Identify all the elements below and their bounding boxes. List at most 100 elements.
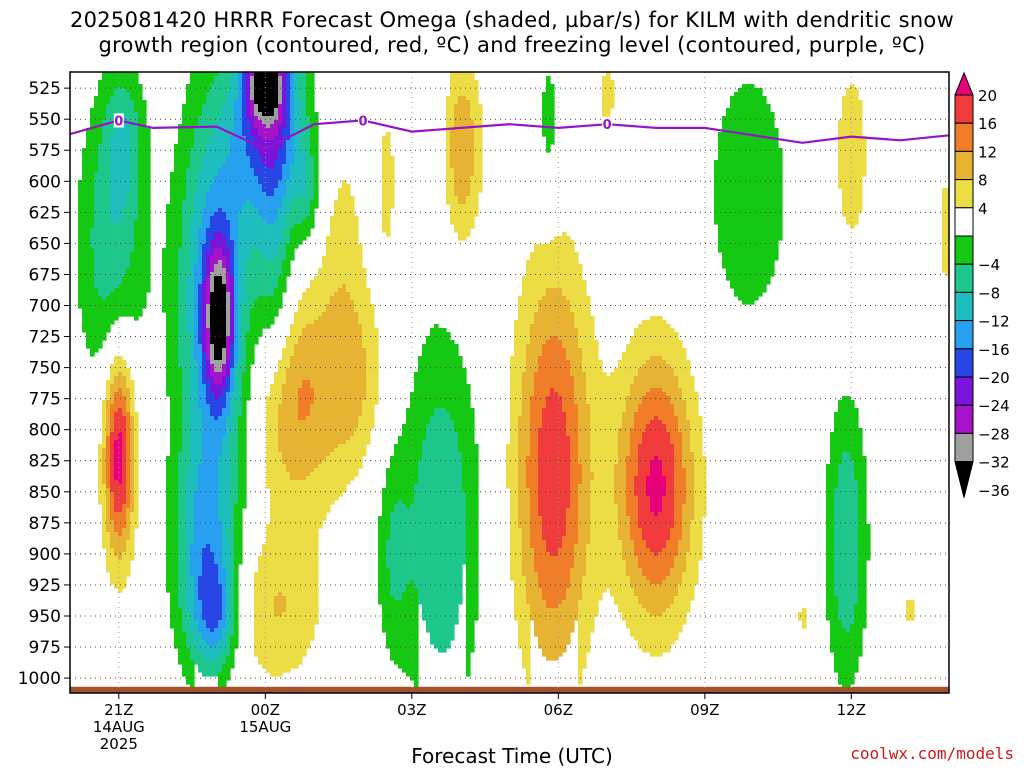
omega-shading-cell bbox=[226, 220, 231, 249]
omega-shading-cell bbox=[546, 340, 551, 397]
omega-shading-cell bbox=[346, 292, 351, 441]
omega-shading-cell bbox=[442, 408, 447, 653]
omega-shading-cell bbox=[206, 276, 211, 305]
omega-shading-cell bbox=[138, 84, 143, 317]
omega-shading-cell bbox=[322, 256, 327, 313]
omega-shading-cell bbox=[194, 644, 199, 665]
omega-shading-cell bbox=[226, 632, 231, 657]
omega-shading-cell bbox=[310, 72, 315, 157]
omega-shading-cell bbox=[322, 460, 327, 521]
omega-shading-cell bbox=[354, 216, 359, 313]
omega-shading-cell bbox=[126, 124, 131, 193]
omega-shading-cell bbox=[122, 396, 127, 417]
omega-shading-cell bbox=[190, 72, 195, 149]
omega-shading-cell bbox=[210, 240, 215, 257]
omega-shading-cell bbox=[450, 72, 455, 129]
omega-shading-cell bbox=[198, 464, 203, 577]
omega-shading-cell bbox=[418, 460, 423, 605]
colorbar-label: 20 bbox=[978, 87, 997, 105]
omega-shading-cell bbox=[290, 72, 295, 165]
omega-shading-cell bbox=[178, 124, 183, 249]
omega-shading-cell bbox=[210, 136, 215, 185]
omega-shading-cell bbox=[834, 412, 839, 489]
omega-shading-cell bbox=[714, 160, 719, 225]
omega-shading-cell bbox=[294, 224, 299, 249]
omega-shading-cell bbox=[102, 72, 107, 121]
omega-shading-cell bbox=[246, 156, 251, 201]
freezing-level-label: 0 bbox=[603, 118, 612, 133]
omega-shading-cell bbox=[382, 136, 387, 233]
colorbar-label: −16 bbox=[978, 341, 1010, 359]
omega-shading-cell bbox=[214, 232, 219, 249]
omega-shading-cell bbox=[658, 356, 663, 389]
omega-shading-cell bbox=[214, 248, 219, 265]
omega-shading-cell bbox=[658, 616, 663, 657]
omega-shading-cell bbox=[118, 88, 123, 117]
omega-shading-cell bbox=[190, 660, 195, 693]
omega-shading-cell bbox=[662, 320, 667, 361]
omega-shading-cell bbox=[386, 468, 391, 541]
omega-shading-cell bbox=[274, 596, 279, 617]
omega-shading-cell bbox=[330, 296, 335, 453]
omega-shading-cell bbox=[114, 556, 119, 589]
omega-shading-cell bbox=[218, 260, 223, 277]
omega-shading-cell bbox=[390, 596, 395, 661]
omega-shading-cell bbox=[202, 640, 207, 657]
omega-shading-cell bbox=[278, 452, 283, 593]
omega-shading-cell bbox=[866, 524, 871, 561]
omega-shading-cell bbox=[458, 452, 463, 605]
omega-shading-cell bbox=[842, 396, 847, 453]
y-tick-label: 875 bbox=[29, 514, 61, 534]
omega-shading-cell bbox=[294, 480, 299, 669]
omega-shading-cell bbox=[910, 600, 915, 621]
omega-shading-cell bbox=[126, 72, 131, 93]
omega-shading-cell bbox=[114, 392, 119, 413]
omega-shading-cell bbox=[290, 200, 295, 229]
omega-shading-cell bbox=[650, 316, 655, 357]
omega-shading-cell bbox=[638, 368, 643, 405]
omega-shading-cell bbox=[398, 436, 403, 501]
omega-shading-cell bbox=[654, 356, 659, 389]
omega-shading-cell bbox=[846, 452, 851, 633]
omega-shading-cell bbox=[358, 416, 363, 469]
omega-shading-cell bbox=[546, 76, 551, 153]
omega-shading-cell bbox=[602, 76, 607, 117]
omega-shading-cell bbox=[650, 584, 655, 617]
omega-shading-cell bbox=[130, 252, 135, 317]
omega-shading-cell bbox=[258, 556, 263, 665]
omega-shading-cell bbox=[102, 400, 107, 449]
omega-shading-cell bbox=[298, 100, 303, 197]
omega-shading-cell bbox=[178, 248, 183, 369]
omega-shading-cell bbox=[626, 456, 631, 517]
omega-shading-cell bbox=[210, 84, 215, 137]
omega-shading-cell bbox=[274, 108, 279, 121]
omega-shading-cell bbox=[254, 208, 259, 249]
omega-shading-cell bbox=[642, 364, 647, 397]
omega-shading-cell bbox=[662, 360, 667, 393]
y-tick-label: 850 bbox=[29, 483, 61, 503]
omega-shading-cell bbox=[278, 616, 283, 677]
omega-shading-cell bbox=[118, 512, 123, 537]
omega-shading-cell bbox=[214, 264, 219, 277]
omega-shading-cell bbox=[558, 288, 563, 341]
omega-shading-cell bbox=[186, 472, 191, 613]
colorbar-label: −24 bbox=[978, 397, 1010, 415]
omega-shading-cell bbox=[118, 116, 123, 221]
omega-shading-cell bbox=[182, 632, 187, 677]
omega-shading-cell bbox=[282, 348, 287, 385]
y-tick-label: 550 bbox=[29, 110, 61, 130]
omega-shading-cell bbox=[634, 496, 639, 557]
omega-shading-cell bbox=[206, 92, 211, 145]
y-tick-label: 575 bbox=[29, 141, 61, 161]
omega-shading-cell bbox=[670, 328, 675, 369]
omega-shading-cell bbox=[778, 148, 783, 241]
omega-shading-cell bbox=[618, 428, 623, 541]
omega-shading-cell bbox=[122, 360, 127, 377]
omega-shading-cell bbox=[394, 600, 399, 665]
omega-shading-cell bbox=[574, 328, 579, 405]
omega-shading-cell bbox=[130, 512, 135, 561]
omega-shading-cell bbox=[390, 512, 395, 597]
omega-shading-cell bbox=[290, 324, 295, 357]
y-tick-label: 775 bbox=[29, 390, 61, 410]
omega-shading-cell bbox=[290, 164, 295, 201]
